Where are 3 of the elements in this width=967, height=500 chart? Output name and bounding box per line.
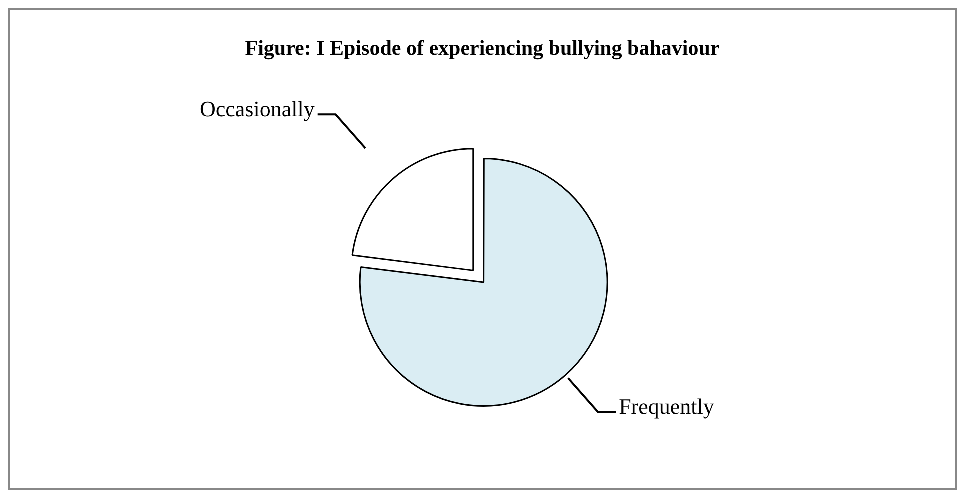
slice-label: Occasionally <box>200 96 315 122</box>
chart-title: Figure: I Episode of experiencing bullying bahaviour <box>244 36 721 61</box>
slice-label: Frequently <box>619 394 714 419</box>
